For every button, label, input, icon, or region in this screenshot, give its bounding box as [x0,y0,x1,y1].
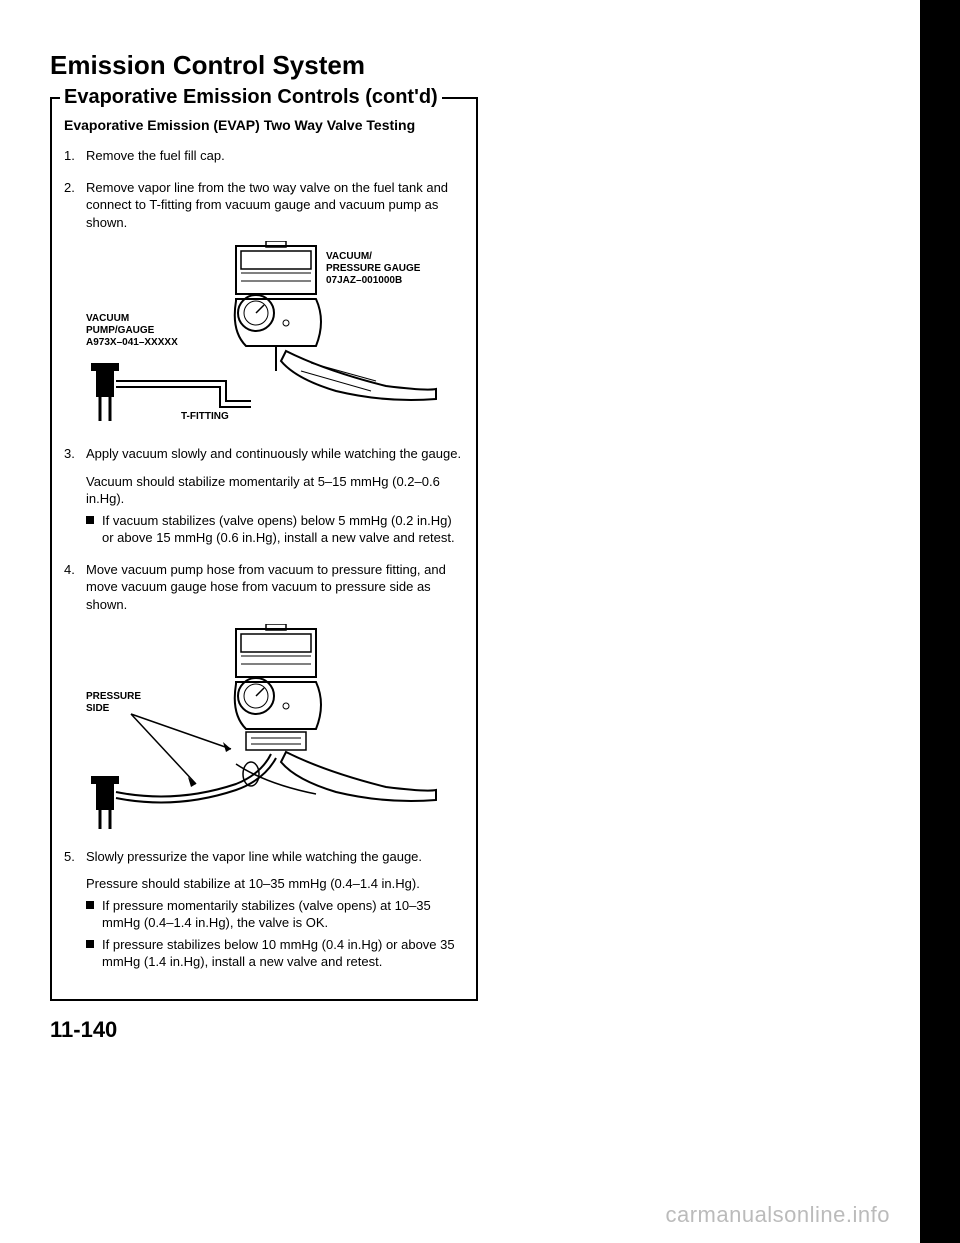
tfitting-label: T-FITTING [181,411,229,422]
page-number: 11-140 [50,1017,880,1043]
step-5: Slowly pressurize the vapor line while w… [64,848,464,971]
pump-label: VACUUM [86,313,129,324]
pressure-side-label: SIDE [86,703,110,714]
step-4: Move vacuum pump hose from vacuum to pre… [64,561,464,834]
step-text: Move vacuum pump hose from vacuum to pre… [86,562,446,612]
figure-2: PRESSURE SIDE [86,624,464,834]
step-text: Remove the fuel fill cap. [86,148,225,163]
step-text: Apply vacuum slowly and continuously whi… [86,446,461,461]
procedure-box: Evaporative Emission Controls (cont'd) E… [50,97,478,1001]
pressure-side-label: PRESSURE [86,691,141,702]
figure-1: VACUUM/ PRESSURE GAUGE 07JAZ–001000B VAC… [86,241,464,431]
step-text: Slowly pressurize the vapor line while w… [86,849,422,864]
bullet-item: If vacuum stabilizes (valve opens) below… [86,512,464,547]
pump-label: PUMP/GAUGE [86,325,155,336]
bullet-item: If pressure momentarily stabilizes (valv… [86,897,464,932]
gauge-label: PRESSURE GAUGE [326,263,421,274]
step-paragraph: Pressure should stabilize at 10–35 mmHg … [86,875,464,893]
gauge-label: VACUUM/ [326,251,372,262]
step-list: Remove the fuel fill cap. Remove vapor l… [64,147,464,971]
gauge-label: 07JAZ–001000B [326,275,402,286]
watermark: carmanualsonline.info [665,1202,890,1228]
bullet-item: If pressure stabilizes below 10 mmHg (0.… [86,936,464,971]
bullet-list: If pressure momentarily stabilizes (valv… [86,897,464,971]
main-title: Emission Control System [50,50,880,81]
sub-title: Evaporative Emission (EVAP) Two Way Valv… [64,117,464,133]
step-2: Remove vapor line from the two way valve… [64,179,464,432]
box-title: Evaporative Emission Controls (cont'd) [60,85,442,109]
step-paragraph: Vacuum should stabilize momentarily at 5… [86,473,464,508]
step-3: Apply vacuum slowly and continuously whi… [64,445,464,547]
pump-label: A973X–041–XXXXX [86,337,178,348]
bullet-list: If vacuum stabilizes (valve opens) below… [86,512,464,547]
page: Emission Control System Evaporative Emis… [0,0,920,1243]
step-text: Remove vapor line from the two way valve… [86,180,448,230]
step-1: Remove the fuel fill cap. [64,147,464,165]
